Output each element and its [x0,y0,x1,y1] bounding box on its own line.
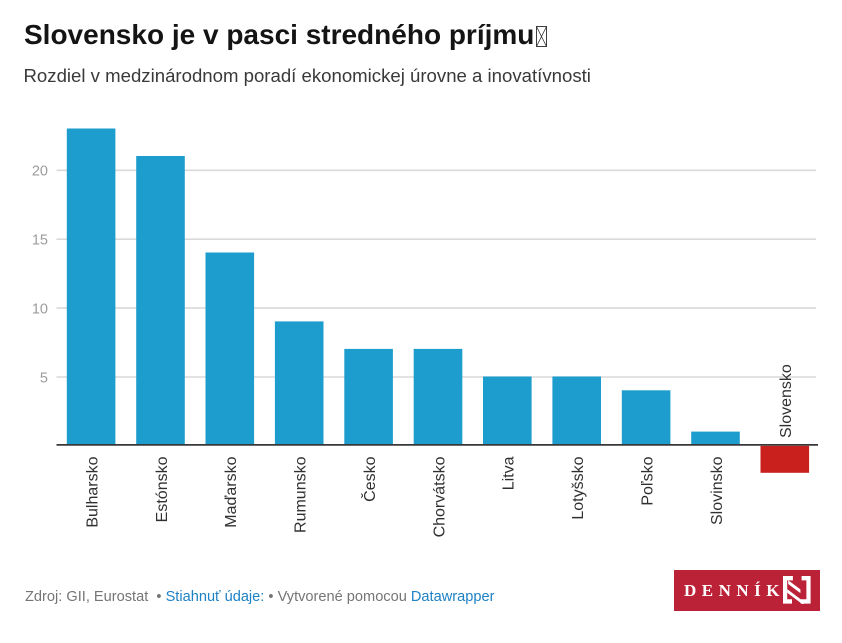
svg-text:Rumunsko: Rumunsko [293,456,310,533]
svg-text:15: 15 [32,233,48,249]
svg-text:Slovensko: Slovensko [778,364,795,438]
svg-text:Chorvátsko: Chorvátsko [431,456,448,537]
svg-text:Bulharsko: Bulharsko [85,456,102,527]
svg-text:20: 20 [32,164,48,180]
svg-text:Česko: Česko [360,456,379,501]
svg-text:Litva: Litva [501,456,518,490]
svg-text:Maďarsko: Maďarsko [223,456,240,527]
svg-text:10: 10 [32,301,48,317]
svg-text:Slovinsko: Slovinsko [709,456,726,525]
svg-text:Estónsko: Estónsko [154,456,171,522]
svg-text:Poľsko: Poľsko [640,456,657,505]
svg-text:5: 5 [40,370,48,386]
svg-text:Lotyšsko: Lotyšsko [570,456,587,519]
